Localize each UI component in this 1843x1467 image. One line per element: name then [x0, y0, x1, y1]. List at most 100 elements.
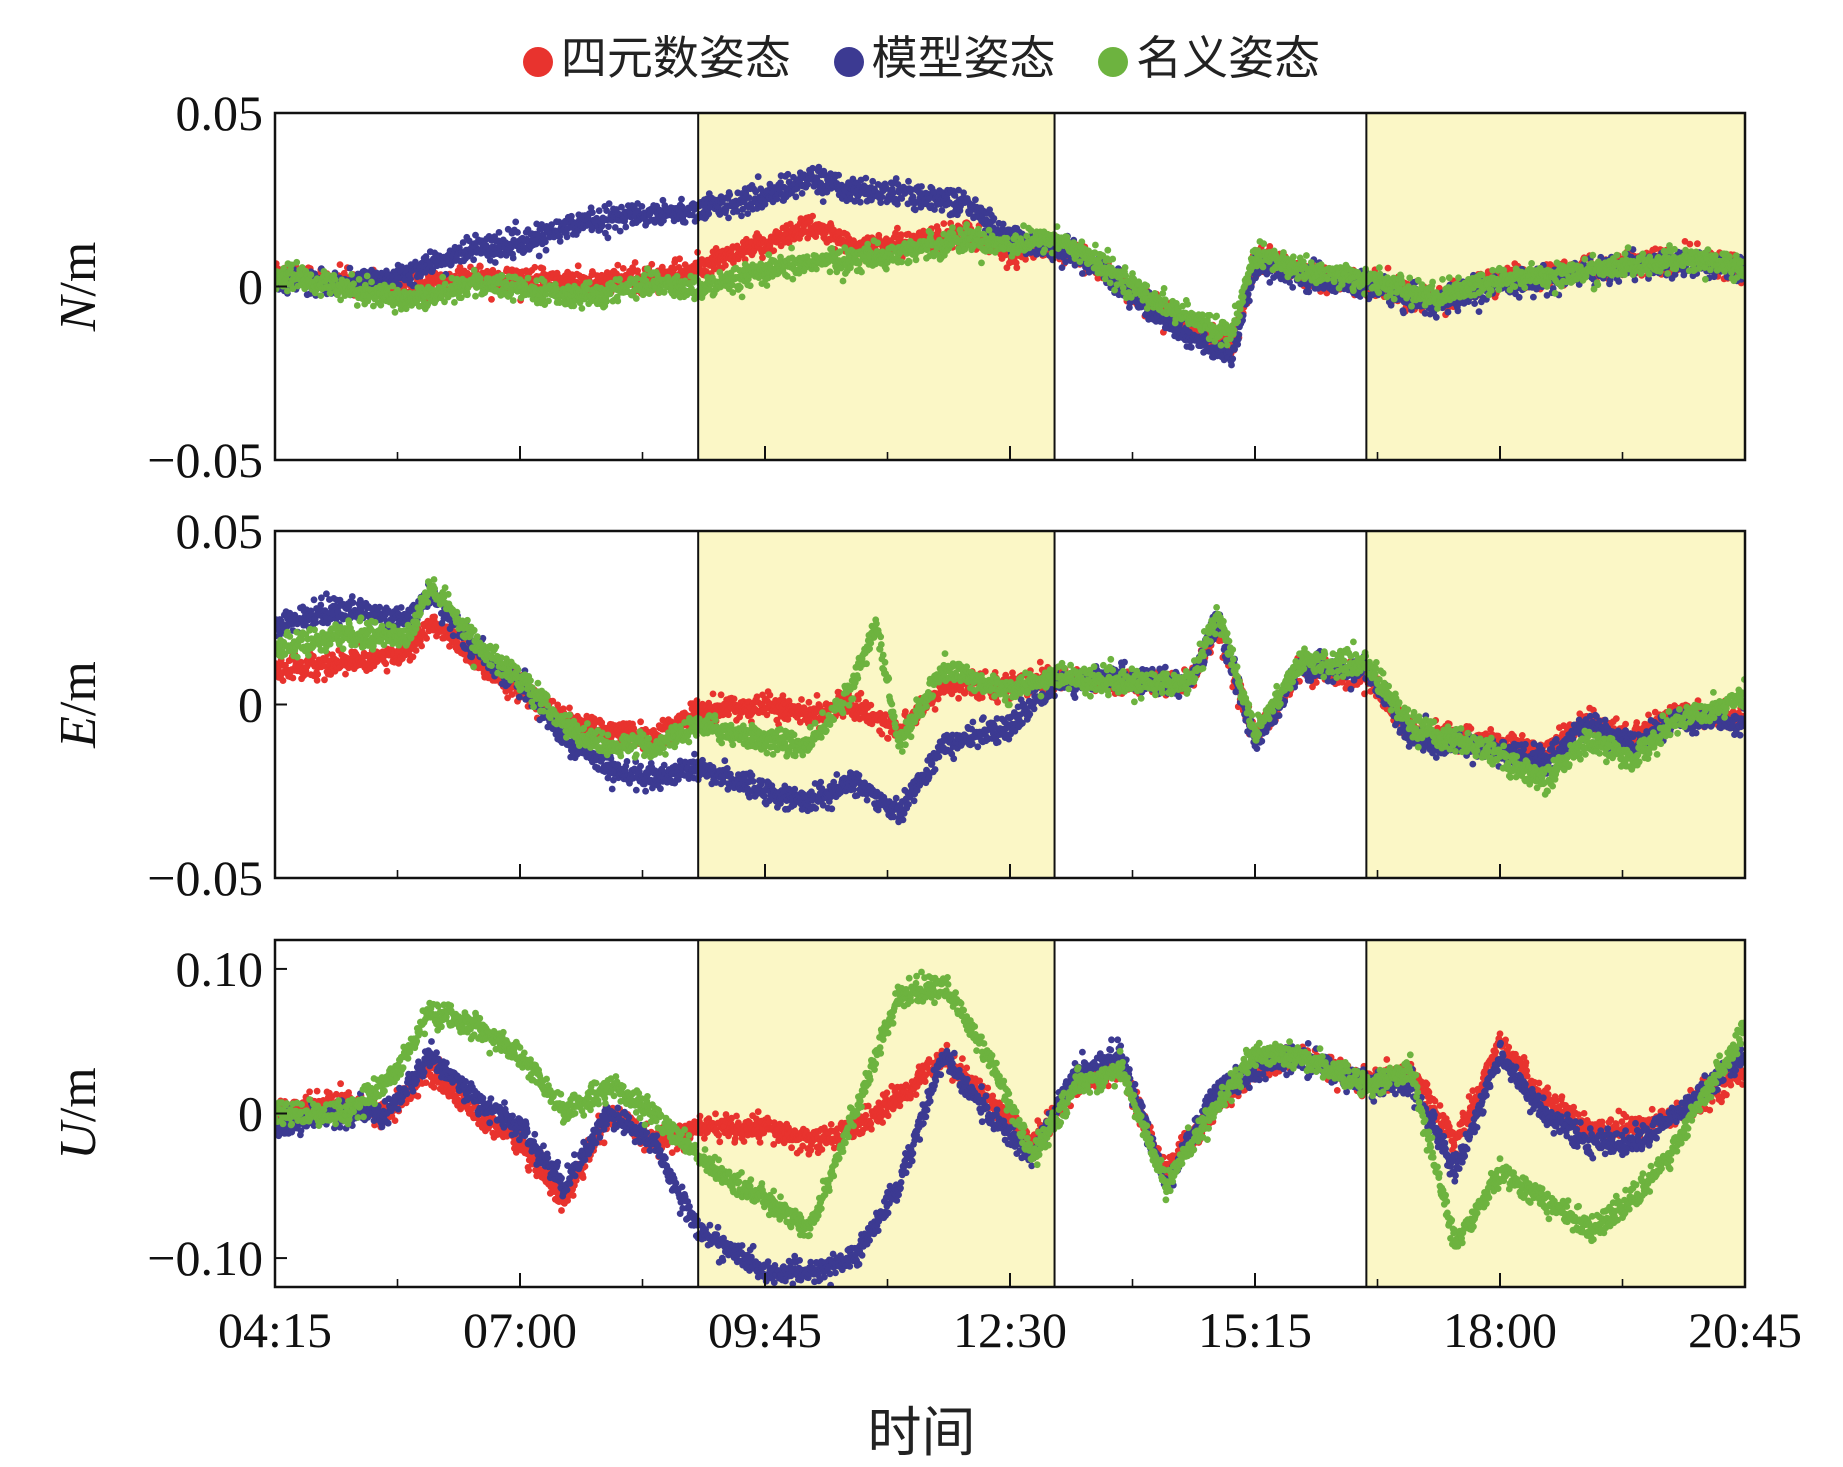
point-0-1: [535, 252, 543, 260]
point-0-1: [1454, 307, 1462, 315]
point-0-0: [766, 242, 774, 250]
point-0-0: [1022, 255, 1029, 263]
point-0-0: [336, 261, 344, 268]
point-0-0: [634, 267, 641, 275]
point-0-1: [1444, 308, 1452, 316]
point-0-1: [611, 224, 619, 231]
point-0-1: [1229, 355, 1237, 363]
point-0-0: [897, 231, 905, 239]
point-0-0: [1694, 240, 1701, 248]
point-0-0: [676, 255, 683, 263]
point-0-1: [856, 198, 864, 206]
point-0-1: [990, 215, 998, 222]
point-0-1: [738, 212, 745, 220]
point-0-1: [622, 223, 630, 231]
point-0-1: [556, 238, 564, 245]
point-0-1: [705, 210, 713, 218]
point-0-1: [1187, 344, 1195, 351]
point-0-0: [1686, 240, 1694, 248]
point-0-1: [678, 195, 685, 203]
point-0-1: [1530, 293, 1537, 301]
point-0-2: [307, 271, 315, 279]
point-0-2: [363, 272, 371, 280]
point-0-0: [619, 265, 627, 272]
point-0-1: [422, 253, 430, 260]
shade-0-0: [698, 113, 1055, 460]
point-0-1: [638, 203, 646, 210]
point-0-0: [722, 261, 729, 269]
point-0-1: [470, 256, 477, 264]
point-0-1: [999, 220, 1007, 228]
point-0-1: [1432, 313, 1440, 321]
point-0-0: [1266, 243, 1274, 250]
point-0-1: [459, 239, 467, 246]
point-0-0: [710, 265, 718, 273]
point-0-1: [574, 227, 582, 235]
point-0-1: [1615, 278, 1623, 285]
point-0-1: [396, 281, 403, 289]
point-0-0: [648, 260, 656, 268]
point-0-0: [940, 220, 948, 228]
point-0-1: [603, 207, 610, 215]
point-0-0: [603, 269, 611, 276]
point-0-2: [368, 278, 375, 286]
point-0-0: [477, 263, 484, 270]
point-0-0: [809, 212, 816, 220]
point-0-1: [598, 222, 606, 229]
point-0-1: [972, 196, 979, 204]
point-0-1: [726, 191, 734, 199]
point-0-1: [589, 209, 596, 217]
panel-0: 0.050−0.05N/m: [50, 85, 1747, 488]
point-0-1: [563, 233, 571, 241]
point-0-1: [346, 264, 354, 272]
point-0-1: [798, 190, 806, 197]
point-0-1: [604, 234, 612, 242]
point-0-1: [514, 229, 521, 236]
point-0-2: [317, 292, 325, 299]
point-0-1: [792, 193, 800, 201]
point-0-0: [894, 224, 901, 232]
point-0-1: [512, 218, 520, 226]
point-0-0: [1013, 264, 1021, 272]
point-0-1: [616, 227, 624, 235]
point-0-1: [605, 223, 612, 231]
point-0-0: [574, 262, 582, 270]
point-0-1: [862, 174, 870, 182]
point-0-2: [391, 308, 399, 316]
point-0-1: [495, 229, 503, 236]
point-0-1: [725, 214, 732, 222]
point-0-0: [733, 242, 741, 250]
point-0-1: [548, 221, 555, 229]
point-0-1: [1475, 308, 1483, 315]
point-0-1: [1400, 309, 1407, 317]
point-0-1: [407, 275, 414, 283]
point-0-1: [1305, 288, 1313, 296]
point-0-0: [785, 239, 793, 247]
point-0-1: [1246, 297, 1253, 305]
point-0-2: [348, 271, 356, 278]
point-0-1: [605, 200, 613, 208]
point-0-2: [353, 302, 361, 309]
point-0-1: [892, 175, 900, 182]
point-0-0: [539, 265, 547, 272]
point-0-0: [741, 256, 749, 263]
point-0-1: [894, 200, 901, 208]
point-0-0: [488, 296, 495, 303]
point-0-1: [1058, 264, 1066, 271]
point-0-1: [877, 199, 885, 207]
point-0-1: [1515, 293, 1523, 301]
point-0-2: [293, 258, 301, 266]
point-0-1: [1079, 270, 1086, 277]
point-0-1: [1228, 361, 1235, 369]
point-0-1: [533, 220, 541, 228]
point-0-1: [542, 246, 550, 254]
point-0-0: [631, 259, 639, 266]
point-0-1: [905, 177, 912, 185]
point-0-1: [542, 238, 549, 246]
points-0: [275, 163, 1745, 369]
point-0-0: [1384, 264, 1392, 272]
point-0-1: [1471, 300, 1478, 307]
point-0-1: [1289, 284, 1297, 291]
point-0-1: [595, 207, 603, 215]
